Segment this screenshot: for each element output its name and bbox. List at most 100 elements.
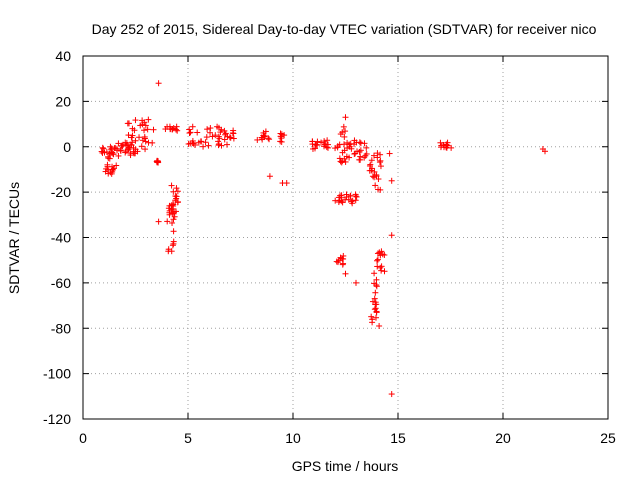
data-point-marker [107,143,114,150]
data-point-marker [170,228,177,235]
data-point-marker [371,295,378,302]
data-point-marker [221,127,228,134]
x-axis-label: GPS time / hours [292,458,399,474]
data-point-marker [321,143,328,150]
data-point-marker [139,117,146,124]
data-point-marker [340,123,347,130]
data-point-marker [335,194,342,201]
data-point-marker [343,191,350,198]
data-point-marker [209,133,216,140]
data-point-marker [342,128,349,135]
data-point-marker [125,146,132,153]
data-point-marker [262,128,269,135]
data-point-marker [150,126,157,133]
data-point-marker [356,148,363,155]
data-point-marker [113,145,120,152]
y-axis-label: SDTVAR / TECUs [6,182,22,294]
data-point-marker [110,151,117,158]
data-point-marker [371,280,378,287]
data-point-marker [374,263,381,270]
data-point-marker [339,199,346,206]
data-point-marker [170,208,177,215]
data-point-marker [144,126,151,133]
data-point-marker [361,154,368,161]
y-tick-label: -40 [51,230,71,246]
data-point-marker [437,139,444,146]
data-point-marker [226,134,233,141]
data-point-marker [342,158,349,165]
data-point-marker [227,134,234,141]
data-point-marker [377,186,384,193]
data-point-marker [377,252,384,259]
data-point-marker [324,144,331,151]
data-point-marker [376,322,383,329]
data-point-marker [371,306,378,313]
data-point-marker [200,143,207,150]
data-point-marker [165,248,172,255]
data-point-marker [169,242,176,249]
data-point-marker [324,137,331,144]
data-point-marker [323,144,330,151]
data-point-marker [353,279,359,286]
data-point-marker [117,147,124,154]
data-point-marker [174,199,181,206]
data-point-marker [374,257,381,264]
data-point-marker [98,148,105,155]
x-tick-label: 5 [184,430,192,446]
data-point-marker [336,141,343,148]
data-point-marker [141,127,148,134]
data-point-marker [204,126,211,133]
data-point-marker [165,205,172,212]
data-point-marker [136,134,143,141]
plot-frame [82,55,609,420]
data-point-marker [437,144,444,151]
data-point-marker [218,126,225,133]
y-tick-label: -100 [43,366,71,382]
data-point-marker [173,185,180,192]
data-point-marker [443,142,450,149]
data-point-marker [216,135,223,142]
data-point-marker [369,319,376,326]
y-tick-label: 0 [63,139,71,155]
data-point-marker [369,173,376,180]
data-point-marker [224,141,231,148]
data-point-marker [155,80,162,87]
y-tick-label: -120 [43,411,71,427]
data-point-marker [278,138,285,145]
data-point-marker [174,188,181,195]
data-point-marker [207,125,214,132]
data-point-marker [347,140,354,147]
data-point-marker [129,139,136,146]
data-point-marker [377,151,384,158]
data-point-marker [388,232,395,239]
data-point-marker [377,264,384,271]
data-point-marker [375,176,382,183]
data-point-marker [139,137,146,144]
data-point-marker [262,133,269,140]
data-point-marker [346,154,353,161]
data-point-marker [371,174,378,181]
data-point-marker [170,240,177,247]
data-point-marker [115,152,122,159]
data-point-marker [138,143,145,150]
data-point-marker [212,132,219,139]
data-point-marker [372,314,379,321]
data-point-marker [377,163,384,170]
data-point-marker [376,249,383,256]
data-point-marker [189,137,196,144]
data-point-marker [372,299,379,306]
data-point-marker [170,216,177,223]
data-point-marker [265,135,272,142]
data-point-marker [222,130,229,137]
data-point-marker [277,138,284,145]
data-point-marker [154,158,161,165]
x-tick-label: 10 [285,430,301,446]
data-point-marker [388,177,395,184]
data-point-marker [155,159,162,166]
data-point-marker [333,258,340,265]
data-point-marker [167,126,174,133]
data-point-marker [99,144,106,151]
x-tick-label: 0 [79,430,87,446]
data-point-marker [347,192,354,199]
